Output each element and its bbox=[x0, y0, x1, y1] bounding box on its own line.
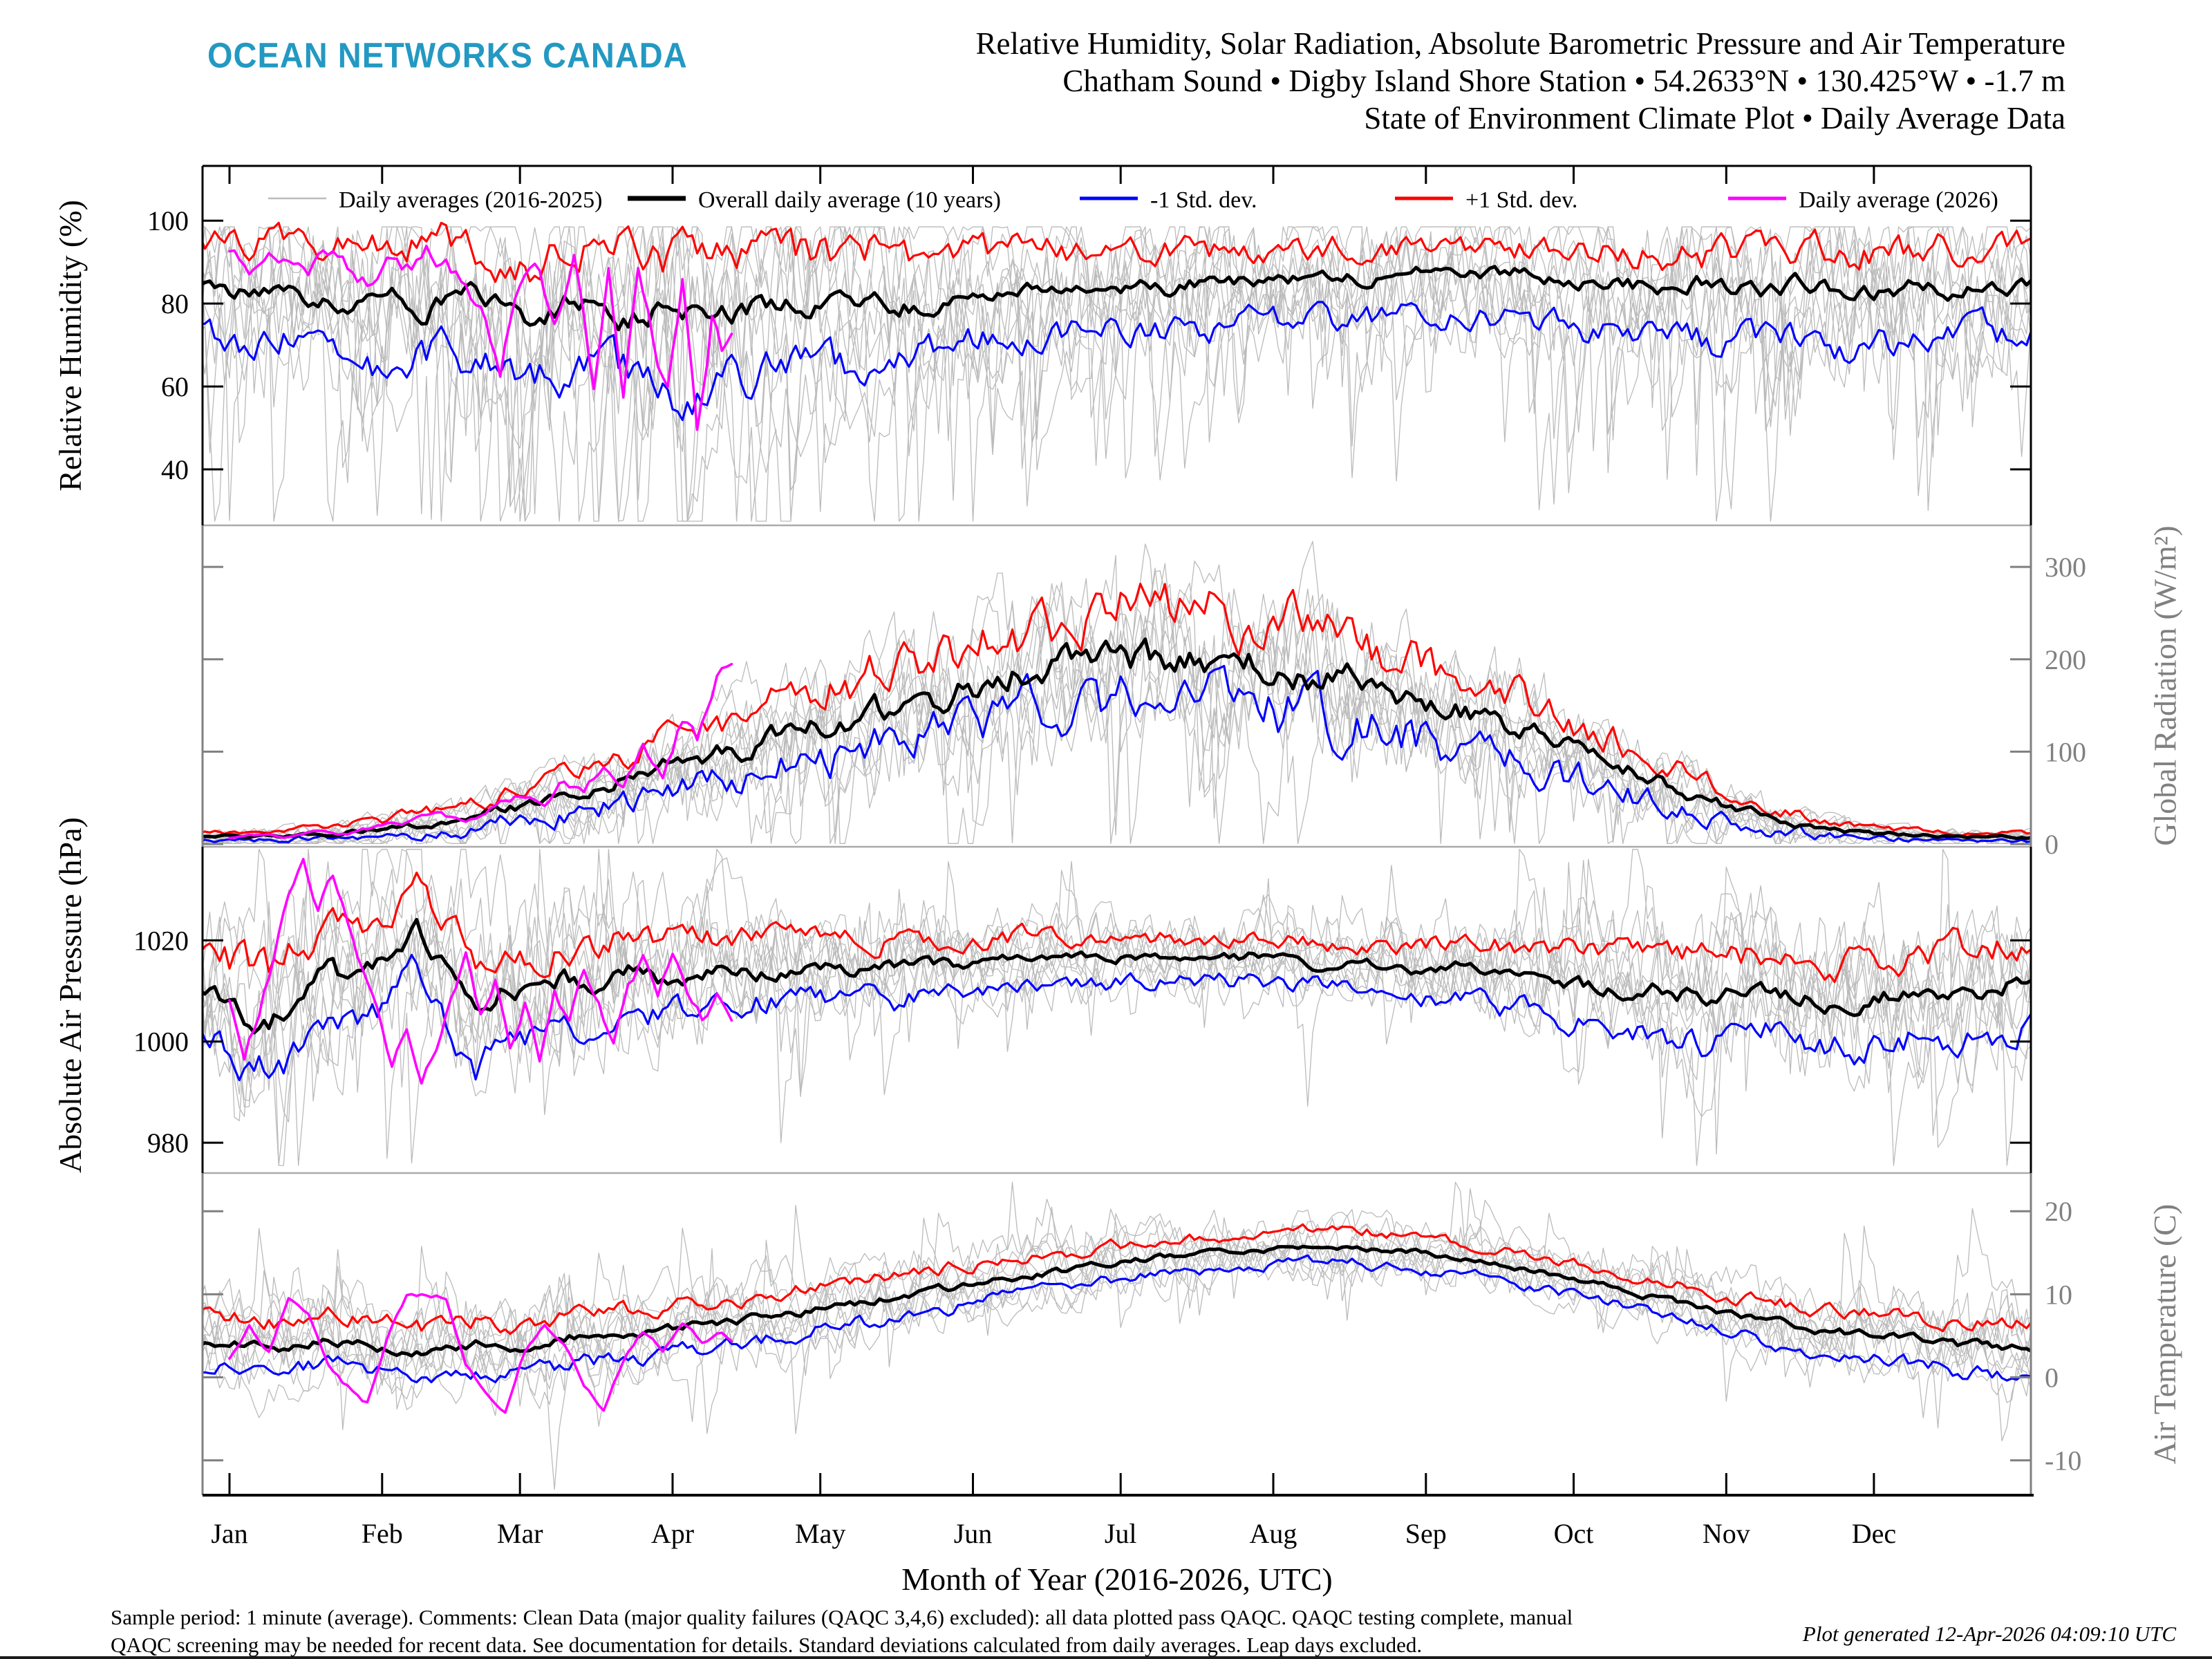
x-tick-label: May bbox=[795, 1518, 845, 1549]
y-tick-label: 1020 bbox=[133, 925, 189, 956]
title-line-3: State of Environment Climate Plot • Dail… bbox=[1364, 101, 2065, 135]
year-line bbox=[203, 1231, 2031, 1418]
y-axis-title-air-pressure: Absolute Air Pressure (hPa) bbox=[53, 817, 88, 1173]
footer-comments-line-2: QAQC screening may be needed for recent … bbox=[111, 1633, 1423, 1657]
mean-line bbox=[203, 265, 2031, 332]
mean-line bbox=[203, 1244, 2031, 1358]
y-tick-label: 0 bbox=[2045, 829, 2059, 860]
year-line bbox=[203, 619, 2031, 844]
year-line bbox=[203, 541, 2031, 844]
year-line bbox=[203, 572, 2031, 844]
x-tick-label: Jun bbox=[954, 1518, 993, 1549]
x-tick-label: Jan bbox=[211, 1518, 247, 1549]
y-tick-label: 100 bbox=[147, 205, 189, 236]
plot-generated-timestamp: Plot generated 12-Apr-2026 04:09:10 UTC bbox=[1802, 1622, 2176, 1646]
year-line bbox=[203, 1224, 2031, 1423]
x-tick-label: Apr bbox=[651, 1518, 694, 1549]
title-line-2: Chatham Sound • Digby Island Shore Stati… bbox=[1062, 64, 2065, 98]
y-axis-title-global-radiation: Global Radiation (W/m²) bbox=[2147, 525, 2183, 846]
y-tick-label: 200 bbox=[2045, 644, 2086, 675]
legend-label-current: Daily average (2026) bbox=[1799, 187, 1998, 213]
x-tick-label: Aug bbox=[1250, 1518, 1297, 1549]
year-line bbox=[203, 870, 2031, 1166]
y-tick-label: 20 bbox=[2045, 1196, 2072, 1227]
y-tick-label: 10 bbox=[2045, 1279, 2072, 1310]
x-tick-label: Oct bbox=[1554, 1518, 1594, 1549]
y-axis-absolute-air-pressure: 980 1000 1020 bbox=[133, 925, 2031, 1159]
x-tick-label: Jul bbox=[1105, 1518, 1137, 1549]
y-tick-label: 60 bbox=[161, 371, 189, 402]
x-tick-label: Mar bbox=[497, 1518, 543, 1549]
y-tick-label: 100 bbox=[2045, 736, 2086, 767]
year-line bbox=[203, 849, 2031, 1166]
year-line bbox=[203, 226, 2031, 522]
title-line-1: Relative Humidity, Solar Radiation, Abso… bbox=[975, 26, 2066, 61]
y-tick-label: 1000 bbox=[133, 1027, 189, 1058]
plus-std-line bbox=[203, 582, 2031, 837]
minus-std-line bbox=[203, 664, 2031, 843]
y-axis-title-relative-humidity: Relative Humidity (%) bbox=[53, 200, 88, 491]
footer-comments-line-1: Sample period: 1 minute (average). Comme… bbox=[111, 1605, 1573, 1629]
x-axis-title: Month of Year (2016-2026, UTC) bbox=[901, 1562, 1333, 1597]
minus-std-line bbox=[203, 1254, 2031, 1384]
onc-logo: OCEAN NETWORKS CANADA bbox=[207, 35, 688, 75]
y-axis-title-air-temperature: Air Temperature (C) bbox=[2147, 1203, 2182, 1465]
y-tick-label: 300 bbox=[2045, 552, 2086, 583]
current-year-line bbox=[228, 244, 733, 431]
year-line bbox=[203, 1208, 2031, 1490]
bottom-edge-line bbox=[0, 1656, 2212, 1659]
x-tick-label: Feb bbox=[362, 1518, 403, 1549]
panel-relative-humidity bbox=[203, 221, 2031, 522]
year-line bbox=[203, 866, 2031, 1166]
x-axis: Jan Feb Mar Apr May Jun Jul Aug Sep Oct Nov Dec bbox=[211, 166, 1896, 1549]
panel-air-temperature bbox=[203, 1181, 2031, 1490]
current-year-line bbox=[228, 1293, 733, 1414]
year-line bbox=[203, 615, 2031, 844]
current-year-line bbox=[228, 858, 733, 1085]
axes-frame bbox=[201, 165, 2034, 1497]
legend-label-plus_std: +1 Std. dev. bbox=[1465, 187, 1577, 213]
panel-absolute-air-pressure bbox=[203, 849, 2031, 1166]
x-tick-label: Sep bbox=[1405, 1518, 1447, 1549]
year-line bbox=[203, 1181, 2031, 1374]
mean-line bbox=[203, 917, 2031, 1035]
year-line bbox=[203, 226, 2031, 516]
legend-label-mean: Overall daily average (10 years) bbox=[698, 187, 1001, 213]
y-tick-label: 980 bbox=[147, 1127, 189, 1159]
plus-std-line bbox=[203, 871, 2031, 984]
legend-label-minus_std: -1 Std. dev. bbox=[1150, 187, 1257, 213]
year-line bbox=[203, 849, 2031, 1092]
y-axis-global-radiation: 0 100 200 300 bbox=[203, 552, 2086, 860]
year-line bbox=[203, 849, 2031, 1098]
plus-std-line bbox=[203, 1223, 2031, 1335]
y-tick-label: 80 bbox=[161, 288, 189, 319]
y-tick-label: 0 bbox=[2045, 1362, 2059, 1394]
x-tick-label: Dec bbox=[1852, 1518, 1896, 1549]
y-tick-label: 40 bbox=[161, 454, 189, 485]
year-line bbox=[203, 1199, 2031, 1391]
year-line bbox=[203, 226, 2031, 522]
title-block: Relative Humidity, Solar Radiation, Abso… bbox=[622, 25, 2066, 137]
legend: Daily averages (2016-2025) Overall daily … bbox=[268, 187, 1998, 213]
minus-std-line bbox=[203, 301, 2031, 422]
y-tick-label: -10 bbox=[2045, 1445, 2081, 1477]
minus-std-line bbox=[203, 953, 2031, 1082]
year-line bbox=[203, 1217, 2031, 1409]
mean-line bbox=[203, 637, 2031, 841]
y-axis-air-temperature: -10 0 10 20 bbox=[203, 1196, 2081, 1477]
year-line bbox=[203, 1181, 2031, 1434]
plus-std-line bbox=[203, 221, 2031, 283]
y-axis-relative-humidity: 40 60 80 100 bbox=[147, 205, 2031, 485]
panel-global-radiation bbox=[203, 541, 2031, 844]
x-tick-label: Nov bbox=[1703, 1518, 1750, 1549]
year-line bbox=[203, 1206, 2031, 1442]
legend-label-years: Daily averages (2016-2025) bbox=[339, 187, 602, 213]
current-year-line bbox=[228, 662, 733, 840]
year-line bbox=[203, 226, 2031, 522]
